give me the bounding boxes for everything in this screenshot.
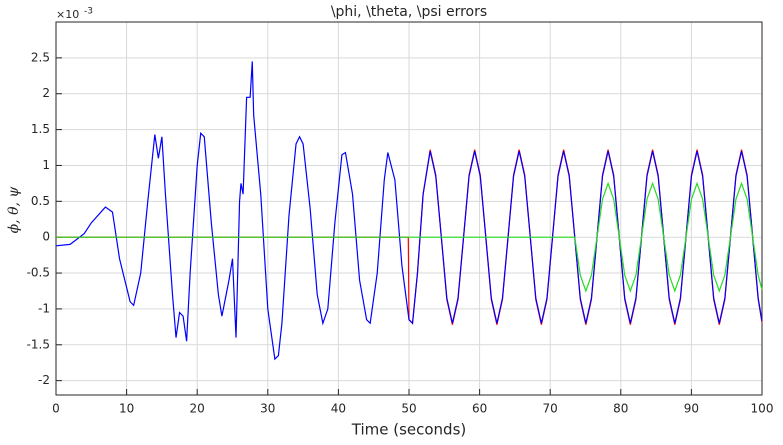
y-tick-label: 2.5 — [31, 50, 50, 64]
y-tick-label: -0.5 — [27, 266, 50, 280]
chart-title: \phi, \theta, \psi errors — [331, 4, 487, 20]
x-tick-label: 100 — [751, 402, 774, 416]
x-tick-label: 70 — [543, 402, 558, 416]
y-tick-label: -1.5 — [27, 337, 50, 351]
x-tick-label: 0 — [52, 402, 60, 416]
x-tick-label: 50 — [401, 402, 416, 416]
y-tick-label: 0.5 — [31, 194, 50, 208]
x-axis-label: Time (seconds) — [351, 421, 467, 439]
plot-frame — [55, 21, 763, 396]
x-tick-label: 30 — [260, 402, 275, 416]
y-axis-label: ϕ, θ, ψ — [6, 186, 22, 234]
x-tick-label: 60 — [472, 402, 487, 416]
y-tick-label: -1 — [38, 301, 50, 315]
data-line — [55, 61, 763, 361]
x-tick-label: 20 — [190, 402, 205, 416]
y-tick-label: 2 — [42, 86, 50, 100]
y-exponent-base: ×10 — [56, 8, 79, 21]
y-tick-label: 0 — [42, 230, 50, 244]
x-tick-label: 40 — [331, 402, 346, 416]
x-tick-label: 10 — [119, 402, 134, 416]
data-line — [56, 181, 763, 293]
y-tick-label: 1 — [42, 158, 50, 172]
x-tick-label: 90 — [684, 402, 699, 416]
y-tick-label: 1.5 — [31, 122, 50, 136]
y-tick-label: -2 — [38, 373, 50, 387]
x-tick-label: 80 — [613, 402, 628, 416]
y-exponent-power: -3 — [84, 7, 93, 17]
